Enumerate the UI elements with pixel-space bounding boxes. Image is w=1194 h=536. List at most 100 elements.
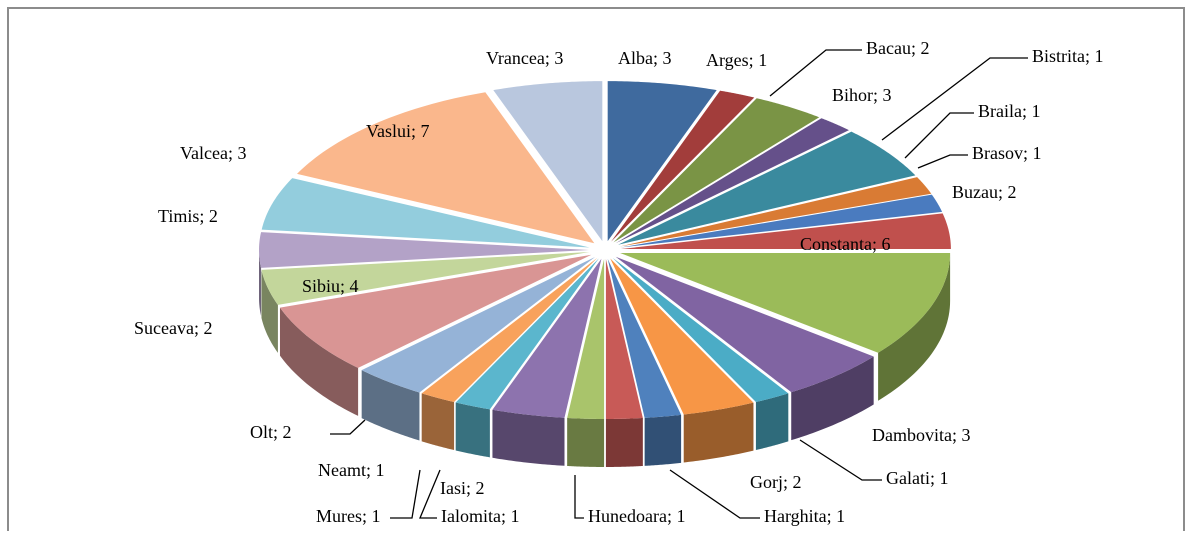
data-label: Braila; 1 <box>978 101 1041 121</box>
label-value: 1 <box>1032 101 1041 121</box>
label-category: Bacau <box>866 38 911 58</box>
leader-line <box>574 475 584 519</box>
leader-line <box>390 469 421 519</box>
slice <box>620 213 951 249</box>
slice-side <box>791 356 874 441</box>
label-value: 2 <box>793 472 802 492</box>
label-category: Valcea <box>180 143 228 163</box>
label-value: 1 <box>676 506 685 526</box>
label-category: Buzau <box>952 182 998 202</box>
slice-walls <box>259 250 951 467</box>
slice-side <box>567 417 605 467</box>
leader-line <box>917 154 968 169</box>
slice-side <box>492 409 565 466</box>
slice-side <box>261 269 278 353</box>
label-value: 1 <box>1095 46 1104 66</box>
label-value: 2 <box>476 478 485 498</box>
slice <box>607 81 717 242</box>
label-separator: ; <box>194 318 204 338</box>
label-separator: ; <box>199 206 209 226</box>
label-category: Hunedoara <box>588 506 667 526</box>
slice <box>455 258 599 410</box>
data-labels: Alba; 3 Arges; 1 Bacau; 2 Bistrita; 1 Bihor;… <box>134 38 1104 526</box>
slice <box>618 131 916 245</box>
data-label: Bihor; 3 <box>832 85 892 105</box>
slice-side <box>605 417 643 467</box>
slice <box>279 254 592 368</box>
slice <box>611 90 755 242</box>
slice-side <box>421 393 455 451</box>
data-label: Sibiu; 4 <box>302 276 359 296</box>
slice <box>615 256 874 393</box>
label-value: 1 <box>758 50 767 70</box>
label-value: 1 <box>511 506 520 526</box>
label-separator: ; <box>545 48 555 68</box>
label-category: Sibiu <box>302 276 340 296</box>
data-label: Bistrita; 1 <box>1032 46 1104 66</box>
slice <box>261 178 590 248</box>
label-category: Ialomita <box>441 506 501 526</box>
data-label: Vaslui; 7 <box>366 121 430 141</box>
label-value: 6 <box>882 234 891 254</box>
slice <box>619 177 932 247</box>
label-separator: ; <box>362 506 372 526</box>
leader-line <box>419 469 441 519</box>
leader-line <box>881 57 1028 141</box>
label-separator: ; <box>873 85 883 105</box>
slice-side <box>683 402 754 463</box>
label-category: Harghita <box>764 506 827 526</box>
label-value: 1 <box>372 506 381 526</box>
label-value: 2 <box>921 38 930 58</box>
label-separator: ; <box>411 121 421 141</box>
leader-line <box>669 469 760 519</box>
label-value: 1 <box>376 460 385 480</box>
data-label: Suceava; 2 <box>134 318 212 338</box>
slice <box>493 81 603 242</box>
label-value: 3 <box>554 48 563 68</box>
slice-side <box>878 252 951 401</box>
label-value: 1 <box>1033 143 1042 163</box>
slice <box>297 92 595 244</box>
leader-line <box>799 439 882 481</box>
data-label: Bacau; 2 <box>866 38 930 58</box>
slice <box>492 258 602 418</box>
label-separator: ; <box>1022 101 1032 121</box>
label-separator: ; <box>783 472 793 492</box>
label-category: Arges <box>706 50 749 70</box>
data-label: Neamt; 1 <box>318 460 385 480</box>
label-category: Dambovita <box>872 425 952 445</box>
leader-line <box>769 49 862 97</box>
label-category: Braila <box>978 101 1022 121</box>
label-category: Constanta <box>800 234 872 254</box>
data-label: Iasi; 2 <box>440 478 485 498</box>
data-label: Timis; 2 <box>158 206 218 226</box>
slice <box>613 98 820 243</box>
label-category: Bistrita <box>1032 46 1085 66</box>
label-value: 1 <box>836 506 845 526</box>
label-category: Gorj <box>750 472 783 492</box>
slice <box>259 232 589 268</box>
label-category: Vrancea <box>486 48 545 68</box>
slice-side <box>259 250 262 316</box>
leader-line <box>330 419 366 435</box>
slice <box>607 258 682 418</box>
label-separator: ; <box>501 506 511 526</box>
data-label: Galati; 1 <box>886 468 949 488</box>
label-separator: ; <box>466 478 476 498</box>
label-category: Iasi <box>440 478 466 498</box>
label-separator: ; <box>827 506 837 526</box>
leader-line <box>904 112 974 159</box>
label-separator: ; <box>273 422 283 442</box>
label-category: Vaslui <box>366 121 411 141</box>
slice-tops <box>259 81 951 419</box>
label-separator: ; <box>653 48 663 68</box>
data-label: Harghita; 1 <box>764 506 845 526</box>
label-separator: ; <box>667 506 677 526</box>
data-label: Constanta; 6 <box>800 234 891 254</box>
label-value: 3 <box>663 48 672 68</box>
label-separator: ; <box>998 182 1008 202</box>
label-category: Galati <box>886 468 930 488</box>
slice-side <box>279 307 359 416</box>
label-category: Alba <box>618 48 653 68</box>
